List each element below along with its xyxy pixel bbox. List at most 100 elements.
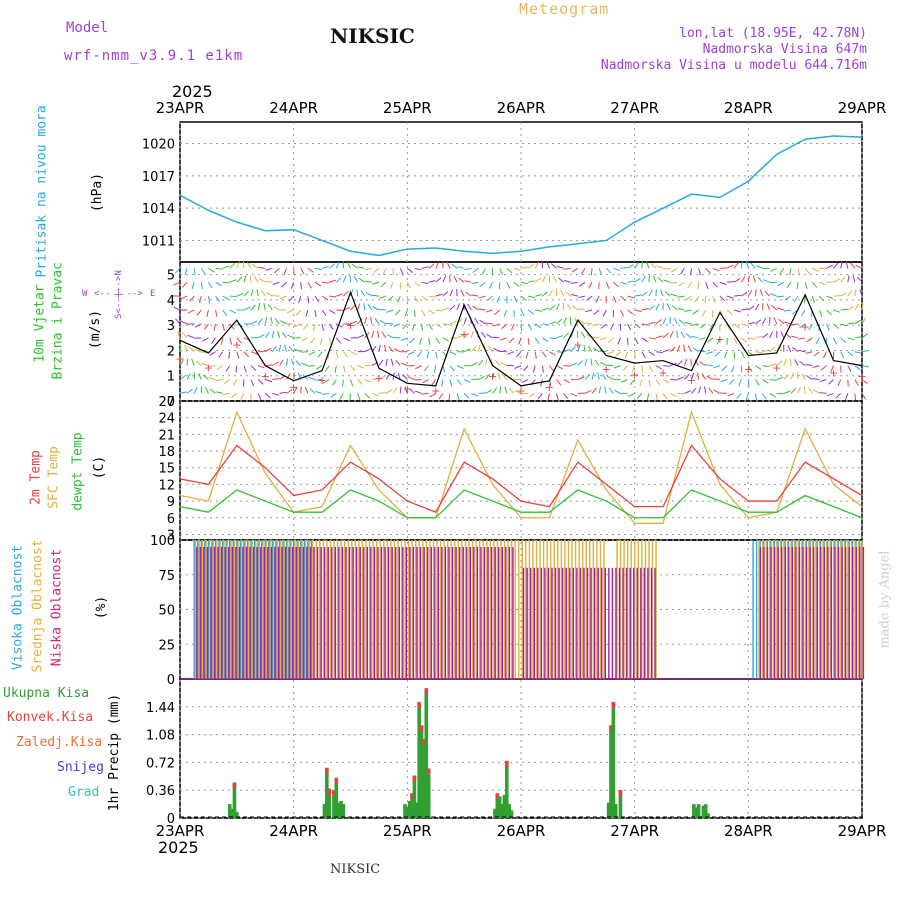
wind-arrow [598, 386, 602, 394]
wind-arrow [321, 323, 324, 331]
cloud-tick-label: 75 [158, 569, 175, 584]
wind-arrow [303, 323, 309, 330]
wind-arrow [826, 295, 834, 300]
wind-arrow [656, 265, 664, 269]
wind-arrow [265, 364, 273, 367]
wind-arrow [738, 379, 742, 387]
wind-arrow [546, 261, 550, 269]
precip-bar [419, 725, 424, 818]
wind-arrow [769, 293, 777, 297]
wind-arrow [641, 323, 649, 326]
wind-arrow [808, 387, 813, 394]
wind-arrow [265, 379, 273, 383]
wind-arrow [191, 358, 195, 366]
wind-arrow [187, 334, 195, 339]
date-tick-top: 27APR [610, 99, 659, 117]
wind-arrow [648, 351, 656, 356]
wind-arrow [471, 362, 478, 367]
wind-arrow [256, 289, 259, 297]
wind-arrow [551, 263, 557, 269]
precip-bar [609, 725, 613, 818]
wind-arrow [697, 372, 700, 380]
wind-arrow [833, 337, 837, 345]
wind-arrow [595, 295, 600, 303]
wind-speed-line [179, 290, 863, 387]
gust-marker: + [630, 368, 639, 381]
wind-arrow [847, 305, 855, 311]
wind-arrow [617, 337, 621, 345]
precip-bar [429, 816, 433, 818]
wind-arrow [307, 281, 312, 289]
wind-arrow [613, 267, 621, 272]
wind-arrow [272, 361, 279, 367]
precip-bar [611, 702, 616, 818]
wind-arrow [390, 358, 394, 366]
wind-arrow [680, 331, 685, 339]
wind-unit: (m/s) [88, 309, 104, 350]
wind-arrow [796, 372, 799, 380]
wind-arrow [694, 295, 700, 303]
wind-arrow [861, 349, 869, 353]
wind-arrow [499, 386, 502, 394]
wind-arrow [180, 320, 188, 325]
wind-arrow [393, 323, 401, 327]
wind-arrow [472, 305, 479, 311]
wind-arrow [222, 323, 225, 331]
wind-arrow [527, 295, 536, 299]
wind-arrow [852, 275, 856, 283]
wind-arrow [592, 347, 600, 353]
wind-arrow [288, 295, 295, 302]
wind-arrow [584, 373, 590, 380]
wind-arrow [534, 337, 540, 344]
wind-arrow [859, 289, 863, 297]
wind-arrow [189, 295, 195, 302]
wind-arrow [733, 278, 741, 283]
conv-precip-bar [417, 702, 421, 709]
wind-arrow [315, 365, 323, 370]
wind-arrow [580, 331, 586, 339]
wind-arrow [463, 348, 471, 353]
wind-arrow [570, 346, 576, 353]
wind-arrow [790, 372, 794, 380]
wind-arrow [173, 281, 181, 286]
wind-arrow [755, 379, 760, 386]
wind-arrow [771, 304, 778, 311]
wind-arrow [179, 344, 182, 352]
wind-arrow [740, 291, 748, 297]
wind-arrow [293, 387, 298, 394]
wind-arrow [393, 348, 401, 353]
wind-arrow [797, 268, 801, 276]
wind-arrow [748, 305, 755, 311]
wind-arrow [610, 323, 614, 331]
wind-arrow [335, 277, 342, 283]
cloud-ylabel-1: Visoka Oblacnost [10, 544, 26, 671]
wind-arrow [662, 332, 669, 339]
wind-arrow [266, 292, 273, 297]
wind-arrow [701, 309, 707, 317]
wind-arrow [242, 261, 245, 269]
gust-marker: + [744, 363, 753, 376]
wind-arrow [833, 309, 841, 313]
date-tick-bottom: 25APR [383, 822, 432, 840]
wind-arrow [428, 323, 433, 331]
temp-ylabel-3: dewpt Temp [70, 432, 86, 511]
wind-arrow [541, 291, 549, 297]
wind-arrow [542, 337, 549, 342]
wind-arrow [279, 391, 287, 394]
wind-arrow [745, 261, 749, 269]
temp-tick-label: 3 [167, 528, 175, 543]
wind-arrow [428, 279, 436, 283]
wind-arrow [705, 282, 709, 289]
wind-arrow [243, 306, 251, 311]
wind-arrow [486, 295, 493, 302]
wind-arrow [494, 309, 501, 316]
wind-arrow [585, 322, 593, 325]
wind-arrow [463, 379, 471, 383]
wind-arrow [470, 330, 474, 338]
wind-arrow [472, 267, 479, 273]
wind-arrow [759, 289, 764, 297]
wind-arrow [199, 295, 202, 304]
wind-arrow [379, 295, 387, 299]
wind-arrow [442, 291, 449, 297]
date-tick-top: 29APR [838, 99, 887, 117]
